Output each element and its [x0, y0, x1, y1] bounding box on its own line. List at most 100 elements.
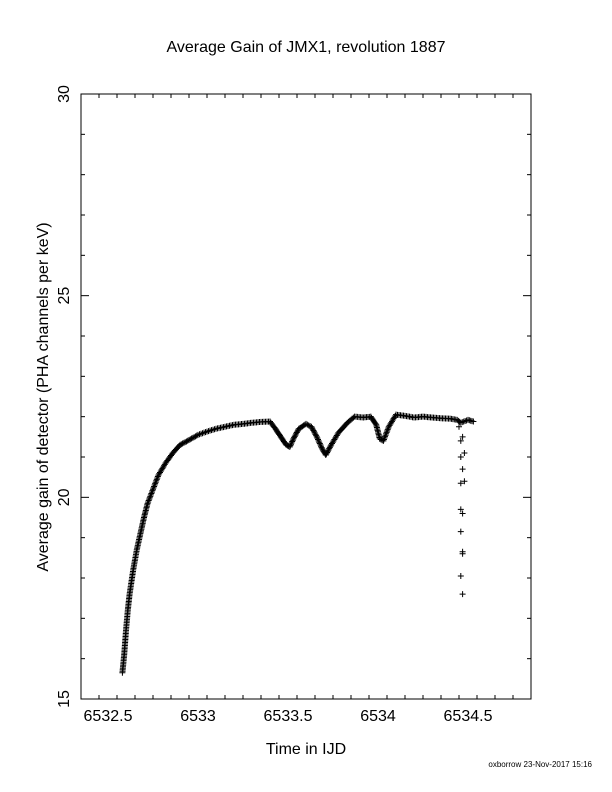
data-point: [372, 420, 379, 427]
y-tick-labels: 15 20 25 30: [56, 85, 73, 708]
data-point: [326, 444, 333, 451]
x-axis-label: Time in IJD: [266, 741, 346, 758]
data-point: [461, 478, 468, 485]
data-point: [177, 441, 183, 448]
data-point: [145, 497, 152, 504]
data-point: [288, 441, 294, 448]
data-point: [289, 437, 296, 444]
data-point: [460, 418, 467, 425]
data-point: [384, 426, 391, 433]
data-point: [324, 448, 331, 455]
data-point: [154, 474, 161, 481]
data-point: [154, 473, 161, 480]
data-point: [188, 435, 195, 442]
data-point: [179, 440, 186, 447]
data-point: [322, 451, 329, 458]
data-point: [315, 437, 322, 444]
x-tick-label: 6534: [360, 708, 396, 725]
data-point: [309, 426, 316, 433]
data-point: [291, 434, 298, 441]
footer-stamp: oxborrow 23-Nov-2017 15:16: [488, 760, 592, 769]
data-point: [303, 420, 309, 427]
data-point: [191, 434, 198, 441]
data-point: [323, 450, 330, 457]
data-point: [294, 428, 301, 435]
data-point: [178, 441, 185, 448]
data-point: [288, 439, 295, 446]
y-tick-label: 20: [56, 488, 73, 506]
data-point: [153, 476, 160, 483]
data-point: [152, 479, 159, 486]
data-point: [456, 423, 462, 430]
data-point: [383, 429, 390, 436]
data-point: [189, 434, 196, 441]
data-point: [382, 433, 389, 440]
data-point: [459, 466, 466, 473]
data-point: [150, 486, 156, 493]
data-point: [292, 432, 299, 439]
data-point: [311, 430, 318, 437]
data-point: [462, 418, 469, 425]
data-point: [318, 444, 325, 451]
data-point: [324, 449, 331, 456]
data-point: [327, 443, 334, 450]
x-tick-label: 6533.5: [264, 708, 313, 725]
data-point: [151, 483, 158, 490]
data-point: [180, 439, 187, 446]
data-point: [144, 500, 151, 507]
data-point: [457, 506, 464, 513]
data-point: [286, 443, 293, 450]
x-tick-label: 6534.5: [444, 708, 493, 725]
data-point: [311, 428, 318, 435]
data-point: [470, 418, 477, 425]
data-point: [459, 510, 466, 517]
plot-frame: [80, 93, 532, 700]
data-point: [318, 443, 324, 450]
data-point: [457, 437, 464, 444]
data-point: [316, 439, 323, 446]
data-point: [148, 490, 155, 497]
data-point: [187, 436, 194, 443]
x-tick-label: 6533: [180, 708, 216, 725]
data-point: [315, 436, 321, 443]
data-point: [313, 432, 320, 439]
data-point: [457, 572, 464, 579]
data-point: [290, 435, 297, 442]
data-point: [459, 433, 466, 440]
data-point: [152, 480, 159, 487]
data-point: [461, 449, 468, 456]
data-point: [304, 421, 311, 428]
data-point: [381, 435, 388, 442]
data-point: [457, 454, 464, 460]
data-point: [287, 442, 294, 449]
data-point: [312, 431, 319, 438]
data-point: [380, 437, 387, 444]
data-point: [309, 425, 316, 432]
data-point: [326, 445, 333, 452]
data-point: [310, 427, 317, 434]
data-point: [380, 436, 387, 443]
data-point: [184, 437, 191, 444]
data-point: [385, 425, 392, 432]
data-point: [314, 435, 321, 442]
data-point: [148, 489, 155, 496]
y-axis-label: Average gain of detector (PHA channels p…: [35, 222, 52, 571]
data-point: [147, 491, 154, 498]
data-point: [293, 430, 300, 437]
data-point: [459, 550, 466, 557]
axis-ticks: [80, 93, 532, 700]
data-point: [193, 432, 200, 439]
data-point: [459, 419, 466, 426]
data-point: [146, 494, 153, 501]
data-point: [459, 591, 466, 598]
data-point: [293, 429, 300, 436]
data-point: [325, 446, 332, 453]
data-point: [316, 440, 323, 447]
data-point: [350, 414, 357, 421]
data-point: [457, 419, 464, 426]
data-point: [149, 487, 156, 494]
x-tick-label: 6532.5: [84, 708, 133, 725]
y-tick-label: 25: [56, 287, 73, 305]
data-point: [313, 433, 320, 440]
data-point: [384, 427, 391, 434]
